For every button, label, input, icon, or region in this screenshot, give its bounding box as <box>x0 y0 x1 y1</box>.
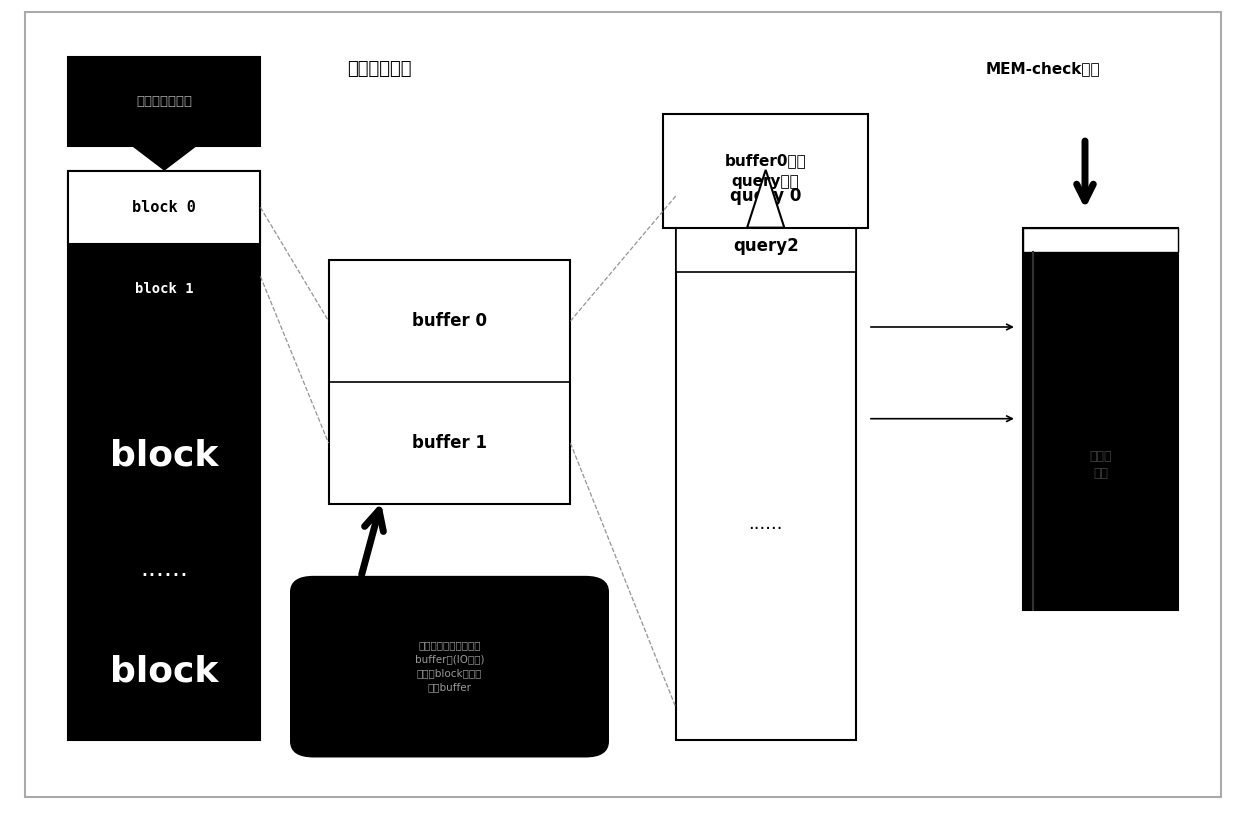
Text: block 0: block 0 <box>133 200 196 215</box>
Polygon shape <box>134 146 196 170</box>
Text: query 0: query 0 <box>730 187 801 205</box>
Text: 结果集
数据: 结果集 数据 <box>1089 450 1112 480</box>
Bar <box>68 171 260 244</box>
Text: ......: ...... <box>140 557 188 581</box>
Bar <box>676 171 856 740</box>
Bar <box>663 114 868 228</box>
FancyBboxPatch shape <box>291 577 608 756</box>
Text: 磁盘数据库文件: 磁盘数据库文件 <box>136 95 192 108</box>
Bar <box>1023 228 1178 252</box>
Text: buffer0中的
query序列: buffer0中的 query序列 <box>725 153 806 189</box>
Text: 内存中双缓冲: 内存中双缓冲 <box>347 60 412 78</box>
Polygon shape <box>746 170 785 228</box>
Text: buffer 0: buffer 0 <box>412 312 487 330</box>
Text: block 1: block 1 <box>135 281 193 296</box>
Bar <box>68 171 260 740</box>
Text: ......: ...... <box>749 515 782 533</box>
Text: query2: query2 <box>733 237 799 255</box>
Text: 磁盘数据按块读入内存
buffer中(IO操作)
数据块block由磁盘
读入buffer: 磁盘数据按块读入内存 buffer中(IO操作) 数据块block由磁盘 读入b… <box>414 641 485 693</box>
Text: buffer 1: buffer 1 <box>412 434 487 452</box>
Text: MEM-check算法: MEM-check算法 <box>986 62 1100 76</box>
Text: block: block <box>110 438 218 472</box>
Bar <box>676 221 856 272</box>
Bar <box>676 171 856 221</box>
Bar <box>68 57 260 146</box>
Text: block: block <box>110 654 218 689</box>
Bar <box>1023 228 1178 610</box>
Bar <box>329 260 570 504</box>
